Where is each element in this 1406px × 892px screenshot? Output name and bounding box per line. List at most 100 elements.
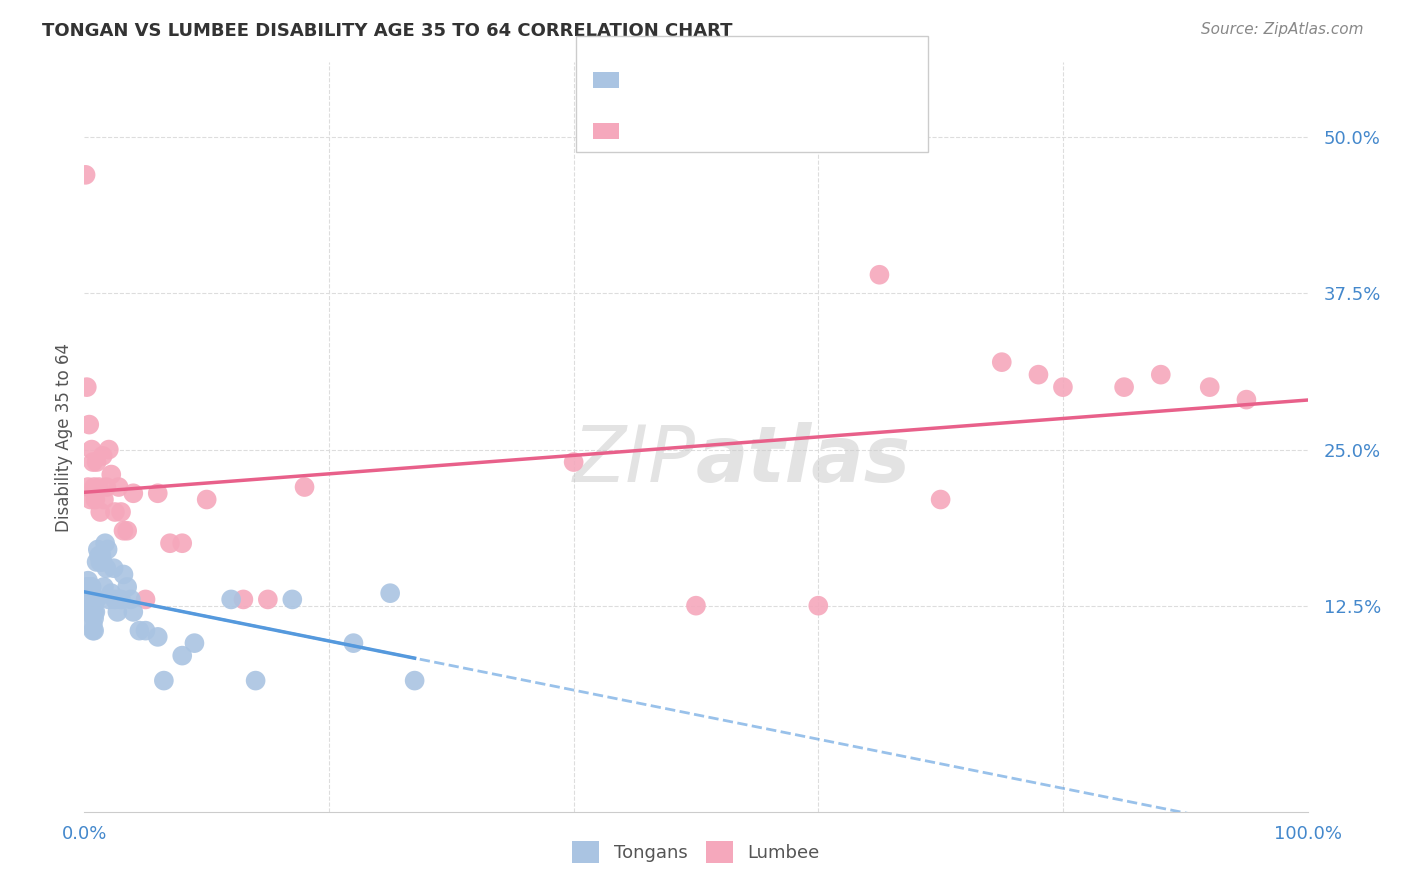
Point [83, 611, 105, 625]
Point [115, 580, 138, 594]
Point [86, 455, 108, 469]
Point [153, 673, 176, 688]
Point [159, 536, 181, 550]
Point [112, 567, 135, 582]
Text: 57: 57 [785, 70, 810, 88]
Point [991, 355, 1014, 369]
Text: 43: 43 [785, 122, 810, 140]
Point [83, 624, 105, 638]
Point [1028, 368, 1050, 382]
Point [79, 492, 101, 507]
Point [122, 486, 145, 500]
Point [103, 561, 125, 575]
Point [77, 592, 100, 607]
Point [75, 168, 97, 182]
Point [172, 648, 194, 663]
Point [294, 480, 316, 494]
Point [1052, 380, 1074, 394]
Point [146, 630, 169, 644]
Text: N =: N = [738, 122, 790, 140]
Point [77, 605, 100, 619]
Point [105, 605, 128, 619]
Point [128, 624, 150, 638]
Point [77, 586, 100, 600]
Point [77, 417, 100, 432]
Text: ZIP: ZIP [574, 422, 696, 498]
Point [100, 467, 122, 482]
Text: N =: N = [738, 70, 790, 88]
Point [84, 605, 107, 619]
Point [79, 605, 101, 619]
Point [100, 586, 122, 600]
Text: TONGAN VS LUMBEE DISABILITY AGE 35 TO 64 CORRELATION CHART: TONGAN VS LUMBEE DISABILITY AGE 35 TO 64… [42, 22, 733, 40]
Point [91, 449, 114, 463]
Point [245, 673, 267, 688]
Point [90, 549, 112, 563]
Point [84, 492, 107, 507]
Point [107, 480, 129, 494]
Point [87, 542, 110, 557]
Point [84, 592, 107, 607]
Point [404, 673, 426, 688]
Point [79, 586, 101, 600]
Point [93, 580, 115, 594]
Point [195, 492, 218, 507]
Point [82, 455, 104, 469]
Text: R =: R = [633, 70, 672, 88]
Point [562, 455, 585, 469]
Point [80, 605, 103, 619]
Point [183, 636, 205, 650]
Point [83, 480, 105, 494]
Point [342, 636, 364, 650]
Point [77, 574, 100, 588]
Point [1150, 368, 1173, 382]
Point [110, 592, 132, 607]
Point [89, 555, 111, 569]
Point [1198, 380, 1220, 394]
Point [96, 561, 118, 575]
Point [115, 524, 138, 538]
Text: 0.051: 0.051 [672, 70, 728, 88]
Point [122, 605, 145, 619]
Point [112, 524, 135, 538]
Point [146, 486, 169, 500]
Text: 0.312: 0.312 [672, 122, 728, 140]
Point [929, 492, 952, 507]
Point [110, 505, 132, 519]
Point [96, 480, 118, 494]
Point [869, 268, 891, 282]
Point [86, 555, 108, 569]
Point [104, 592, 127, 607]
Point [80, 580, 103, 594]
Point [97, 442, 120, 457]
Point [219, 592, 242, 607]
Point [104, 505, 127, 519]
Text: atlas: atlas [696, 422, 911, 498]
Point [79, 592, 101, 607]
Point [685, 599, 707, 613]
Text: Source: ZipAtlas.com: Source: ZipAtlas.com [1201, 22, 1364, 37]
Point [76, 580, 98, 594]
Point [97, 542, 120, 557]
Point [86, 592, 108, 607]
Point [76, 586, 98, 600]
Point [77, 592, 100, 607]
Point [232, 592, 254, 607]
Point [77, 480, 100, 494]
Point [91, 555, 114, 569]
Y-axis label: Disability Age 35 to 64: Disability Age 35 to 64 [55, 343, 73, 532]
Point [87, 480, 110, 494]
Point [135, 624, 157, 638]
Point [1236, 392, 1258, 407]
Point [807, 599, 830, 613]
Point [380, 586, 402, 600]
Point [97, 592, 120, 607]
Point [89, 505, 111, 519]
Point [77, 580, 100, 594]
Point [76, 380, 98, 394]
Point [257, 592, 280, 607]
Point [87, 549, 110, 563]
Point [135, 592, 157, 607]
Point [120, 592, 142, 607]
Point [1114, 380, 1136, 394]
